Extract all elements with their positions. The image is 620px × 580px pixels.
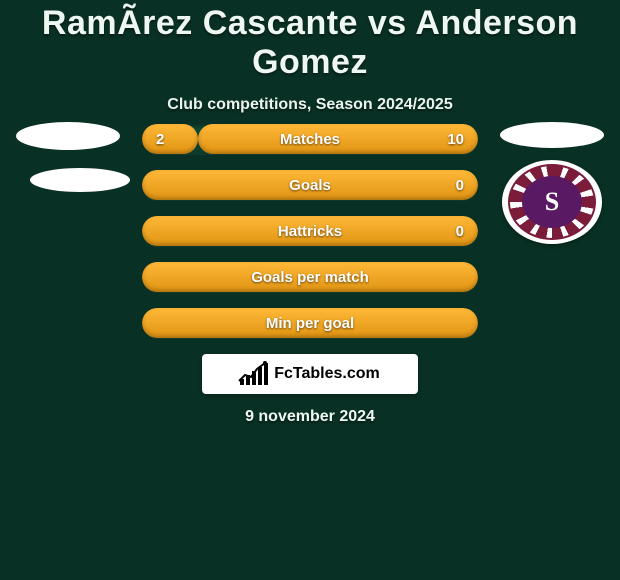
attribution-bar: FcTables.com [202, 354, 418, 394]
stat-row: 210Matches [142, 124, 478, 154]
left-player-avatar [8, 122, 128, 192]
page-title: RamÃ­rez Cascante vs Anderson Gomez [0, 0, 620, 82]
stat-bar-full [142, 262, 478, 292]
stat-row: Goals per match [142, 262, 478, 292]
club-badge: S [502, 160, 602, 244]
comparison-infographic: RamÃ­rez Cascante vs Anderson Gomez Club… [0, 0, 620, 580]
stat-bar-full [142, 308, 478, 338]
avatar-placeholder-shape [30, 168, 130, 192]
avatar-placeholder-shape [500, 122, 604, 148]
stat-bar-full [142, 170, 478, 200]
stat-bar-full [142, 216, 478, 246]
badge-letter: S [522, 176, 582, 228]
stat-bar-right [198, 124, 478, 154]
attribution-text: FcTables.com [274, 365, 380, 383]
stat-row: 0Goals [142, 170, 478, 200]
right-player-avatar: S [492, 122, 612, 244]
stat-bar-left [142, 124, 198, 154]
page-subtitle: Club competitions, Season 2024/2025 [0, 96, 620, 114]
stats-panel: 210Matches 0Goals 0Hattricks Goals per matc… [142, 124, 478, 354]
stat-row: 0Hattricks [142, 216, 478, 246]
avatar-placeholder-shape [16, 122, 120, 150]
footer-date: 9 november 2024 [0, 408, 620, 426]
bar-chart-icon [240, 363, 268, 385]
stat-row: Min per goal [142, 308, 478, 338]
